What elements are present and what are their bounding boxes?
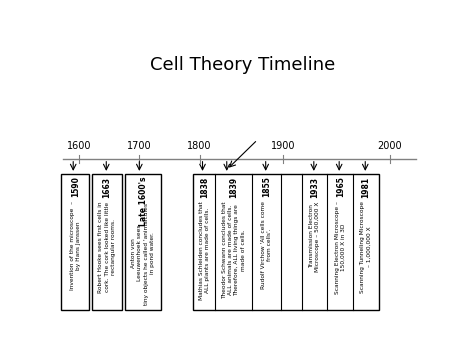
Text: 1965: 1965 — [336, 176, 345, 197]
Text: Cell Theory Timeline: Cell Theory Timeline — [150, 56, 336, 74]
Text: Scanning Electron Microscope –
150,000 X in 3D: Scanning Electron Microscope – 150,000 X… — [335, 201, 346, 294]
Text: 1981: 1981 — [362, 176, 371, 198]
Bar — [125, 174, 161, 311]
Bar — [193, 174, 379, 311]
Text: 1839: 1839 — [229, 176, 238, 198]
Text: 1700: 1700 — [127, 141, 152, 151]
Text: Mathias Schleiden concludes that
ALL plants are made of cells.: Mathias Schleiden concludes that ALL pla… — [199, 201, 210, 300]
Text: Transmission Electron
Microscope – 500,000 X: Transmission Electron Microscope – 500,0… — [309, 201, 320, 272]
Text: 1900: 1900 — [271, 141, 296, 151]
Text: 1590: 1590 — [71, 176, 80, 197]
Text: Robert Hooke sees first cells in
cork. The cork looked like little
rectangular r: Robert Hooke sees first cells in cork. T… — [98, 201, 116, 293]
Bar — [61, 174, 90, 311]
Text: 1600: 1600 — [67, 141, 91, 151]
Text: 2000: 2000 — [378, 141, 402, 151]
Bar — [91, 174, 122, 311]
Text: Anton von
Leeuwenhoek sees
tiny objects he called 'animalcules'
in pond water.: Anton von Leeuwenhoek sees tiny objects … — [131, 201, 155, 305]
Text: Late 1600's: Late 1600's — [138, 176, 147, 226]
Text: Theodor Schwann concludes that
ALL animals are made of cells.
Therefore, ALL liv: Theodor Schwann concludes that ALL anima… — [222, 201, 246, 299]
Text: 1855: 1855 — [262, 176, 271, 197]
Text: 1663: 1663 — [102, 176, 111, 197]
Text: Scanning Tunneling Microscope
– 1,000,000 X: Scanning Tunneling Microscope – 1,000,00… — [360, 201, 372, 293]
Text: Rudolf Virchow 'All cells come
from cells'.: Rudolf Virchow 'All cells come from cell… — [261, 201, 273, 289]
Text: 1933: 1933 — [310, 176, 319, 197]
Text: Invention of the microscope  –
by Hans Janssen: Invention of the microscope – by Hans Ja… — [70, 201, 81, 290]
Text: 1838: 1838 — [200, 176, 209, 198]
Text: 1800: 1800 — [187, 141, 212, 151]
